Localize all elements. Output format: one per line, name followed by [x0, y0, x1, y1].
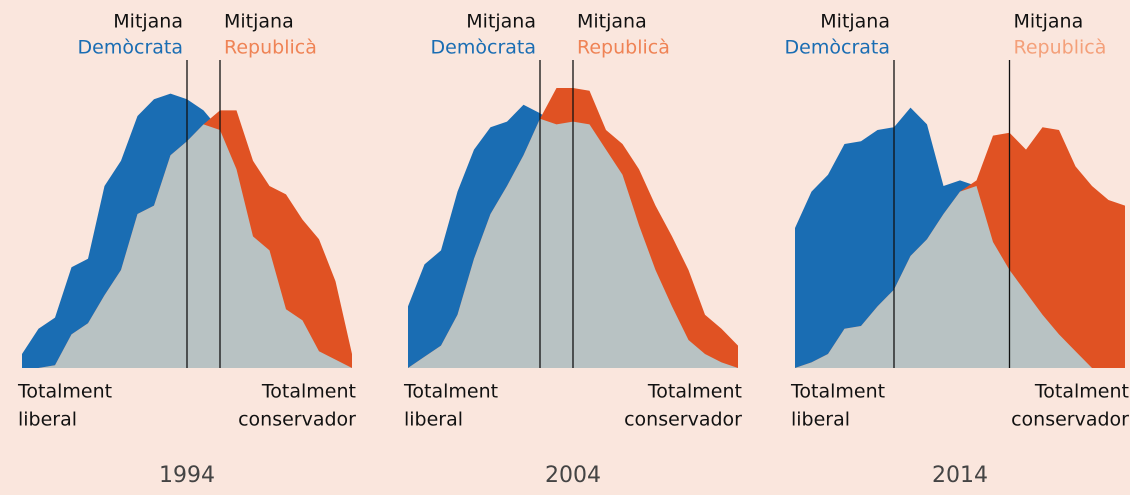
median-label: Mitjana — [1014, 11, 1084, 33]
median-label: Mitjana — [577, 11, 647, 33]
overlap-area — [795, 186, 1125, 368]
median-label: Mitjana — [466, 11, 536, 33]
legend-label: Republicà — [1014, 37, 1107, 59]
x-label-right: conservador — [1011, 409, 1129, 431]
x-label-left: Totalment — [790, 381, 885, 403]
year-label: 2004 — [545, 463, 601, 488]
x-label-right: Totalment — [261, 381, 356, 403]
x-label-right: conservador — [624, 409, 742, 431]
x-label-left: Totalment — [403, 381, 498, 403]
year-label: 2014 — [932, 463, 988, 488]
x-label-left: liberal — [18, 409, 77, 431]
legend-label: Demòcrata — [431, 37, 536, 59]
legend-label: Demòcrata — [78, 37, 183, 59]
legend-label: Demòcrata — [785, 37, 890, 59]
x-label-right: Totalment — [647, 381, 742, 403]
legend-label: Republicà — [224, 37, 317, 59]
x-label-right: conservador — [238, 409, 356, 431]
median-label: Mitjana — [113, 11, 183, 33]
year-label: 1994 — [159, 463, 215, 488]
x-label-left: liberal — [791, 409, 850, 431]
legend-label: Republicà — [577, 37, 670, 59]
x-label-left: liberal — [404, 409, 463, 431]
x-label-right: Totalment — [1034, 381, 1129, 403]
x-label-left: Totalment — [17, 381, 112, 403]
median-label: Mitjana — [224, 11, 294, 33]
median-label: Mitjana — [820, 11, 890, 33]
